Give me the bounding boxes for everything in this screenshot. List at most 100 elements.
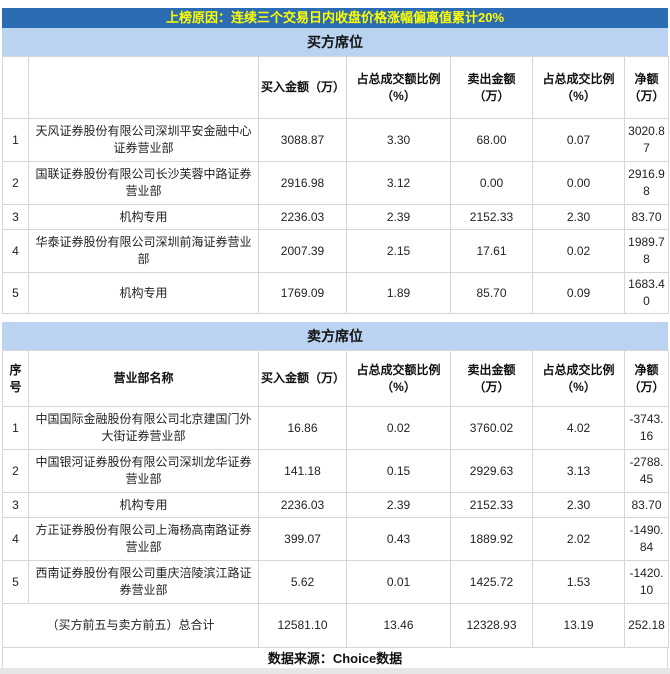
buy-amount-cell: 141.18 [258,449,347,493]
table-row: 4 方正证券股份有限公司上海杨高南路证券营业部 399.07 0.43 1889… [2,517,669,561]
sell-amount-cell: 68.00 [450,118,533,162]
column-header-index-empty [2,56,29,119]
sell-ratio-cell: 2.30 [532,492,625,518]
buy-ratio-cell: 0.43 [346,517,451,561]
column-header-sell-amount: 卖出金额（万） [450,56,533,119]
buy-ratio-cell: 3.30 [346,118,451,162]
sell-amount-cell: 2152.33 [450,204,533,230]
net-amount-cell: -3743.16 [624,406,669,450]
sellers-table: 序号 营业部名称 买入金额（万） 占总成交额比例（%） 卖出金额（万） 占总成交… [2,350,669,648]
broker-name-cell: 中国银河证券股份有限公司深圳龙华证券营业部 [28,449,259,493]
broker-name-cell: 机构专用 [28,272,259,314]
broker-name-cell: 天风证券股份有限公司深圳平安金融中心证券营业部 [28,118,259,162]
sell-amount-cell: 1889.92 [450,517,533,561]
column-header-net: 净额（万） [624,56,669,119]
sell-amount-cell: 17.61 [450,229,533,273]
total-sell-amount-cell: 12328.93 [450,603,533,648]
table-row: 1 天风证券股份有限公司深圳平安金融中心证券营业部 3088.87 3.30 6… [2,118,669,162]
net-amount-cell: 3020.87 [624,118,669,162]
column-header-buy-ratio: 占总成交额比例（%） [346,56,451,119]
buy-ratio-cell: 0.15 [346,449,451,493]
total-row: （买方前五与卖方前五）总合计 12581.10 13.46 12328.93 1… [2,603,669,648]
row-index-cell: 4 [2,517,29,561]
table-row: 3 机构专用 2236.03 2.39 2152.33 2.30 83.70 [2,204,669,230]
sell-ratio-cell: 2.02 [532,517,625,561]
column-header-sell-amount: 卖出金额（万） [450,350,533,407]
row-index-cell: 2 [2,449,29,493]
buy-amount-cell: 5.62 [258,560,347,604]
column-header-buy-amount: 买入金额（万） [258,350,347,407]
sell-amount-cell: 2152.33 [450,492,533,518]
row-index-cell: 5 [2,272,29,314]
row-index-cell: 3 [2,492,29,518]
buy-amount-cell: 2007.39 [258,229,347,273]
sell-ratio-cell: 0.07 [532,118,625,162]
column-header-name: 营业部名称 [28,350,259,407]
column-header-buy-ratio: 占总成交额比例（%） [346,350,451,407]
buy-amount-cell: 3088.87 [258,118,347,162]
column-header-sell-ratio: 占总成交比例（%） [532,350,625,407]
broker-name-cell: 华泰证券股份有限公司深圳前海证券营业部 [28,229,259,273]
listing-reason-banner: 上榜原因：连续三个交易日内收盘价格涨幅偏离值累计20% [2,8,668,28]
total-label-cell: （买方前五与卖方前五）总合计 [2,603,259,648]
total-buy-ratio-cell: 13.46 [346,603,451,648]
buy-amount-cell: 16.86 [258,406,347,450]
sell-ratio-cell: 0.09 [532,272,625,314]
row-index-cell: 2 [2,161,29,205]
net-amount-cell: 83.70 [624,492,669,518]
sell-ratio-cell: 0.02 [532,229,625,273]
row-index-cell: 5 [2,560,29,604]
net-amount-cell: 83.70 [624,204,669,230]
table-row: 1 中国国际金融股份有限公司北京建国门外大街证券营业部 16.86 0.02 3… [2,406,669,450]
broker-name-cell: 方正证券股份有限公司上海杨高南路证券营业部 [28,517,259,561]
buy-ratio-cell: 0.01 [346,560,451,604]
sell-amount-cell: 0.00 [450,161,533,205]
total-buy-amount-cell: 12581.10 [258,603,347,648]
table-row: 5 机构专用 1769.09 1.89 85.70 0.09 1683.40 [2,272,669,314]
buy-ratio-cell: 2.39 [346,492,451,518]
column-header-buy-amount: 买入金额（万） [258,56,347,119]
net-amount-cell: -1420.10 [624,560,669,604]
buy-ratio-cell: 3.12 [346,161,451,205]
section-title-buyers: 买方席位 [2,28,668,56]
net-amount-cell: 1989.78 [624,229,669,273]
section-title-sellers: 卖方席位 [2,322,668,350]
column-header-index: 序号 [2,350,29,407]
row-index-cell: 1 [2,118,29,162]
table-row: 2 中国银河证券股份有限公司深圳龙华证券营业部 141.18 0.15 2929… [2,449,669,493]
buyers-table: 买入金额（万） 占总成交额比例（%） 卖出金额（万） 占总成交比例（%） 净额（… [2,56,669,314]
row-index-cell: 1 [2,406,29,450]
sell-ratio-cell: 0.00 [532,161,625,205]
table-row: 2 国联证券股份有限公司长沙芙蓉中路证券营业部 2916.98 3.12 0.0… [2,161,669,205]
sell-amount-cell: 3760.02 [450,406,533,450]
broker-name-cell: 机构专用 [28,492,259,518]
row-index-cell: 4 [2,229,29,273]
column-header-net: 净额（万） [624,350,669,407]
buyers-header-row: 买入金额（万） 占总成交额比例（%） 卖出金额（万） 占总成交比例（%） 净额（… [2,56,669,119]
row-index-cell: 3 [2,204,29,230]
sell-amount-cell: 1425.72 [450,560,533,604]
bottom-strip [0,668,670,674]
sell-ratio-cell: 4.02 [532,406,625,450]
column-header-sell-ratio: 占总成交比例（%） [532,56,625,119]
broker-name-cell: 西南证券股份有限公司重庆涪陵滨江路证券营业部 [28,560,259,604]
table-row: 5 西南证券股份有限公司重庆涪陵滨江路证券营业部 5.62 0.01 1425.… [2,560,669,604]
buy-ratio-cell: 1.89 [346,272,451,314]
table-row: 4 华泰证券股份有限公司深圳前海证券营业部 2007.39 2.15 17.61… [2,229,669,273]
buy-ratio-cell: 2.15 [346,229,451,273]
broker-name-cell: 机构专用 [28,204,259,230]
total-net-cell: 252.18 [624,603,669,648]
sell-ratio-cell: 3.13 [532,449,625,493]
buy-amount-cell: 399.07 [258,517,347,561]
buy-amount-cell: 2236.03 [258,204,347,230]
buy-ratio-cell: 2.39 [346,204,451,230]
sell-ratio-cell: 1.53 [532,560,625,604]
net-amount-cell: 1683.40 [624,272,669,314]
sellers-header-row: 序号 营业部名称 买入金额（万） 占总成交额比例（%） 卖出金额（万） 占总成交… [2,350,669,407]
buy-amount-cell: 2236.03 [258,492,347,518]
net-amount-cell: -2788.45 [624,449,669,493]
buy-amount-cell: 1769.09 [258,272,347,314]
table-row: 3 机构专用 2236.03 2.39 2152.33 2.30 83.70 [2,492,669,518]
broker-name-cell: 中国国际金融股份有限公司北京建国门外大街证券营业部 [28,406,259,450]
